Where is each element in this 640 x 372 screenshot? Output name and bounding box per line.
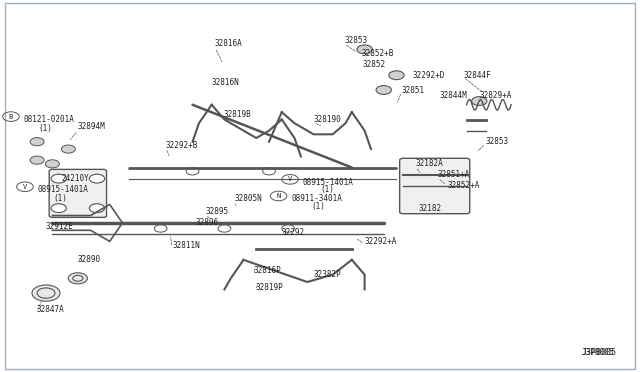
Circle shape <box>68 273 88 284</box>
Text: 32182: 32182 <box>419 203 442 213</box>
Circle shape <box>186 167 199 175</box>
Text: 32292+A: 32292+A <box>365 237 397 246</box>
Text: 32847A: 32847A <box>36 305 64 314</box>
Circle shape <box>51 204 67 212</box>
Circle shape <box>30 138 44 146</box>
Text: 32894M: 32894M <box>78 122 106 131</box>
Text: 32805N: 32805N <box>235 195 262 203</box>
Circle shape <box>51 174 67 183</box>
Text: 32811N: 32811N <box>172 241 200 250</box>
FancyBboxPatch shape <box>49 169 106 217</box>
Circle shape <box>376 86 392 94</box>
Circle shape <box>154 225 167 232</box>
Circle shape <box>37 288 55 298</box>
Text: 32852+A: 32852+A <box>447 182 480 190</box>
Text: B: B <box>9 113 13 119</box>
Circle shape <box>90 174 104 183</box>
Text: 08911-3401A: 08911-3401A <box>291 195 342 203</box>
Text: 32852: 32852 <box>363 60 386 69</box>
Circle shape <box>389 71 404 80</box>
Text: 32844F: 32844F <box>463 71 491 80</box>
Text: 32853: 32853 <box>486 137 509 146</box>
Text: 32292: 32292 <box>282 228 305 237</box>
Text: 32852+B: 32852+B <box>362 49 394 58</box>
Circle shape <box>282 225 294 232</box>
Text: 24210Y: 24210Y <box>62 174 90 183</box>
Circle shape <box>90 204 104 212</box>
Text: N: N <box>276 193 281 199</box>
Text: 08121-0201A: 08121-0201A <box>24 115 75 124</box>
Text: 32816A: 32816A <box>215 39 243 48</box>
Text: (1): (1) <box>311 202 325 211</box>
Text: 32853: 32853 <box>344 36 367 45</box>
Text: 32382P: 32382P <box>314 270 341 279</box>
Circle shape <box>357 45 372 54</box>
Text: 32851+A: 32851+A <box>438 170 470 179</box>
Text: J3P8005: J3P8005 <box>581 349 614 357</box>
Text: V: V <box>23 184 27 190</box>
Text: 08915-1401A: 08915-1401A <box>303 178 354 187</box>
Text: 32182A: 32182A <box>415 159 444 169</box>
Text: 08915-1401A: 08915-1401A <box>38 185 88 194</box>
Text: 32844M: 32844M <box>440 91 468 100</box>
FancyBboxPatch shape <box>399 158 470 214</box>
Text: 32895: 32895 <box>205 207 228 217</box>
Text: (1): (1) <box>320 185 334 194</box>
Circle shape <box>45 160 60 168</box>
Text: 32819P: 32819P <box>255 283 283 292</box>
Circle shape <box>218 225 231 232</box>
Circle shape <box>32 285 60 301</box>
Text: 32816N: 32816N <box>212 78 239 87</box>
Circle shape <box>472 97 487 106</box>
Text: 32292+D: 32292+D <box>412 71 445 80</box>
Circle shape <box>61 145 76 153</box>
Text: V: V <box>288 176 292 182</box>
Text: 32896: 32896 <box>196 218 219 227</box>
Text: 32912E: 32912E <box>46 222 74 231</box>
Text: 328190: 328190 <box>314 115 341 124</box>
Circle shape <box>262 167 275 175</box>
Text: (1): (1) <box>38 124 52 133</box>
Text: J3P8005: J3P8005 <box>581 349 616 357</box>
Text: (1): (1) <box>54 195 67 203</box>
Text: 32816P: 32816P <box>253 266 281 275</box>
Text: 32819B: 32819B <box>223 109 251 119</box>
Text: 32292+B: 32292+B <box>166 141 198 150</box>
Circle shape <box>73 275 83 281</box>
Circle shape <box>30 156 44 164</box>
Text: 32829+A: 32829+A <box>479 91 512 100</box>
Text: 32851: 32851 <box>401 86 425 94</box>
Text: 32890: 32890 <box>78 255 101 264</box>
